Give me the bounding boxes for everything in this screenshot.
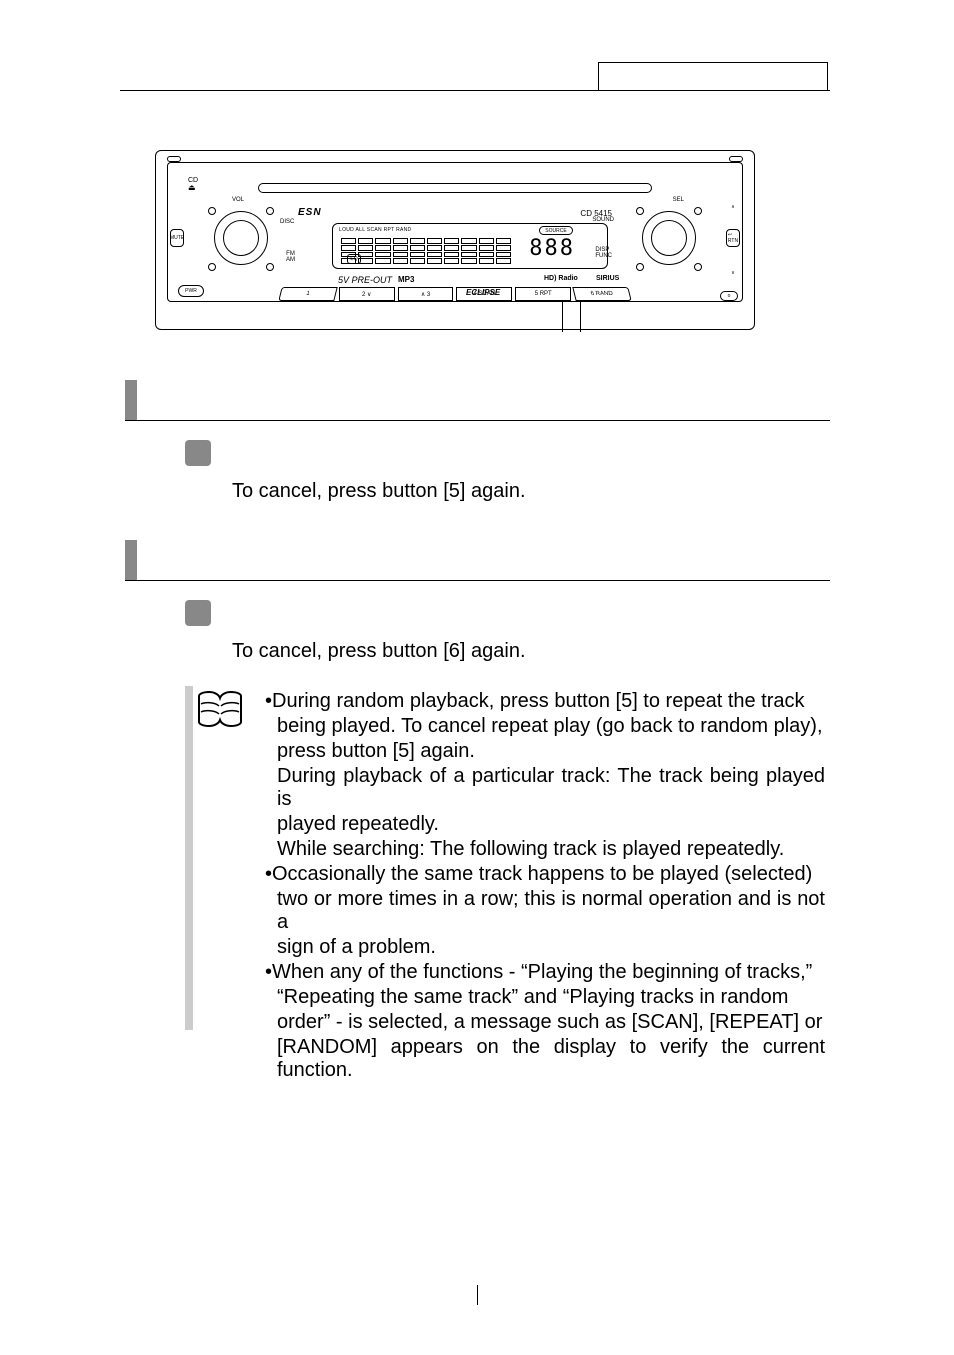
header-rule xyxy=(120,90,830,91)
note-line: being played. To cancel repeat play (go … xyxy=(265,715,825,738)
hdradio-label: HD) Radio xyxy=(544,275,578,282)
callout-btn5 xyxy=(562,302,563,332)
preset-5-rpt: 5 RPT xyxy=(515,287,571,301)
note-line: •Occasionally the same track happens to … xyxy=(265,863,825,886)
lcd-display: LOUD ALL SCAN RPT RAND SOURCE EQ 888 xyxy=(332,223,608,269)
tiny-btn-tr2 xyxy=(636,207,644,215)
left-knob xyxy=(214,211,268,265)
fm-am-label: FMAM xyxy=(286,251,295,263)
sirius-label: SIRIUS xyxy=(596,275,619,282)
step-bullet-1 xyxy=(185,440,211,466)
note-line: press button [5] again. xyxy=(265,740,825,763)
note-line: two or more times in a row; this is norm… xyxy=(265,888,825,934)
page: CD ⏏ VOL SEL MUTE DISC FMAM xyxy=(0,0,954,1355)
sel-label: SEL xyxy=(673,197,684,203)
o-button: o xyxy=(720,291,738,301)
note-line: order” - is selected, a message such as … xyxy=(265,1011,825,1034)
down-caret: ∨ xyxy=(726,267,740,279)
tiny-btn-tl2 xyxy=(694,207,702,215)
section-tab-2 xyxy=(125,540,137,580)
step-bullet-2 xyxy=(185,600,211,626)
tiny-btn-br2 xyxy=(636,263,644,271)
right-knob-inner xyxy=(651,220,687,256)
preset-button-row: 1 2 ∨ ∧ 3 4 SCAN 5 RPT 6 RAND xyxy=(280,287,630,301)
disc-label: DISC xyxy=(280,219,294,225)
section-tab-1 xyxy=(125,380,137,420)
preset-2: 2 ∨ xyxy=(339,287,395,301)
step-1-text: To cancel, press button [5] again. xyxy=(232,480,812,503)
right-knob xyxy=(642,211,696,265)
lcd-digits: 888 xyxy=(529,236,575,261)
notes-block: •During random playback, press button [5… xyxy=(265,690,825,1084)
tiny-btn-br xyxy=(266,263,274,271)
callout-btn6 xyxy=(580,302,581,332)
pwr-button: PWR xyxy=(178,285,204,297)
header-box xyxy=(598,62,828,90)
section-rule-2 xyxy=(125,580,830,581)
note-line: During playback of a particular track: T… xyxy=(265,765,825,811)
note-line: •During random playback, press button [5… xyxy=(265,690,825,713)
step-2-text: To cancel, press button [6] again. xyxy=(232,640,812,663)
note-line: “Repeating the same track” and “Playing … xyxy=(265,986,825,1009)
cd-slot xyxy=(258,183,652,193)
note-line: sign of a problem. xyxy=(265,936,825,959)
note-line: •When any of the functions - “Playing th… xyxy=(265,961,825,984)
car-stereo-illustration: CD ⏏ VOL SEL MUTE DISC FMAM xyxy=(155,150,755,330)
preset-3: ∧ 3 xyxy=(398,287,454,301)
vol-label: VOL xyxy=(232,197,244,203)
left-knob-inner xyxy=(223,220,259,256)
model-number: CD 5415 xyxy=(580,209,612,218)
note-line: [RANDOM] appears on the display to verif… xyxy=(265,1036,825,1082)
lcd-source-badge: SOURCE xyxy=(539,226,573,235)
notes-side-bar xyxy=(185,686,193,1030)
note-line: played repeatedly. xyxy=(265,813,825,836)
tiny-btn-tl xyxy=(208,207,216,215)
section-rule-1 xyxy=(125,420,830,421)
device-face: CD ⏏ VOL SEL MUTE DISC FMAM xyxy=(167,162,743,302)
book-icon xyxy=(195,690,245,730)
tiny-btn-tr xyxy=(266,207,274,215)
footer-tick xyxy=(477,1285,478,1305)
note-line: While searching: The following track is … xyxy=(265,838,825,861)
tiny-btn-bl2 xyxy=(694,263,702,271)
mute-button: MUTE xyxy=(170,229,184,247)
mp3-label: MP3 xyxy=(398,275,414,284)
preset-1: 1 xyxy=(278,287,337,301)
preset-6-rand: 6 RAND xyxy=(572,287,631,301)
lcd-spectrum xyxy=(341,238,511,264)
eclipse-logo: ECLIPSE xyxy=(466,288,500,297)
up-caret: ∧ xyxy=(726,201,740,213)
rtn-button: ↩RTN xyxy=(726,229,740,247)
tiny-btn-bl xyxy=(208,263,216,271)
preout-label: 5V PRE-OUT xyxy=(338,275,392,285)
eject-icon: ⏏ xyxy=(188,183,196,192)
esn-logo: ESN xyxy=(298,207,322,218)
cd-label: CD ⏏ xyxy=(188,177,198,192)
